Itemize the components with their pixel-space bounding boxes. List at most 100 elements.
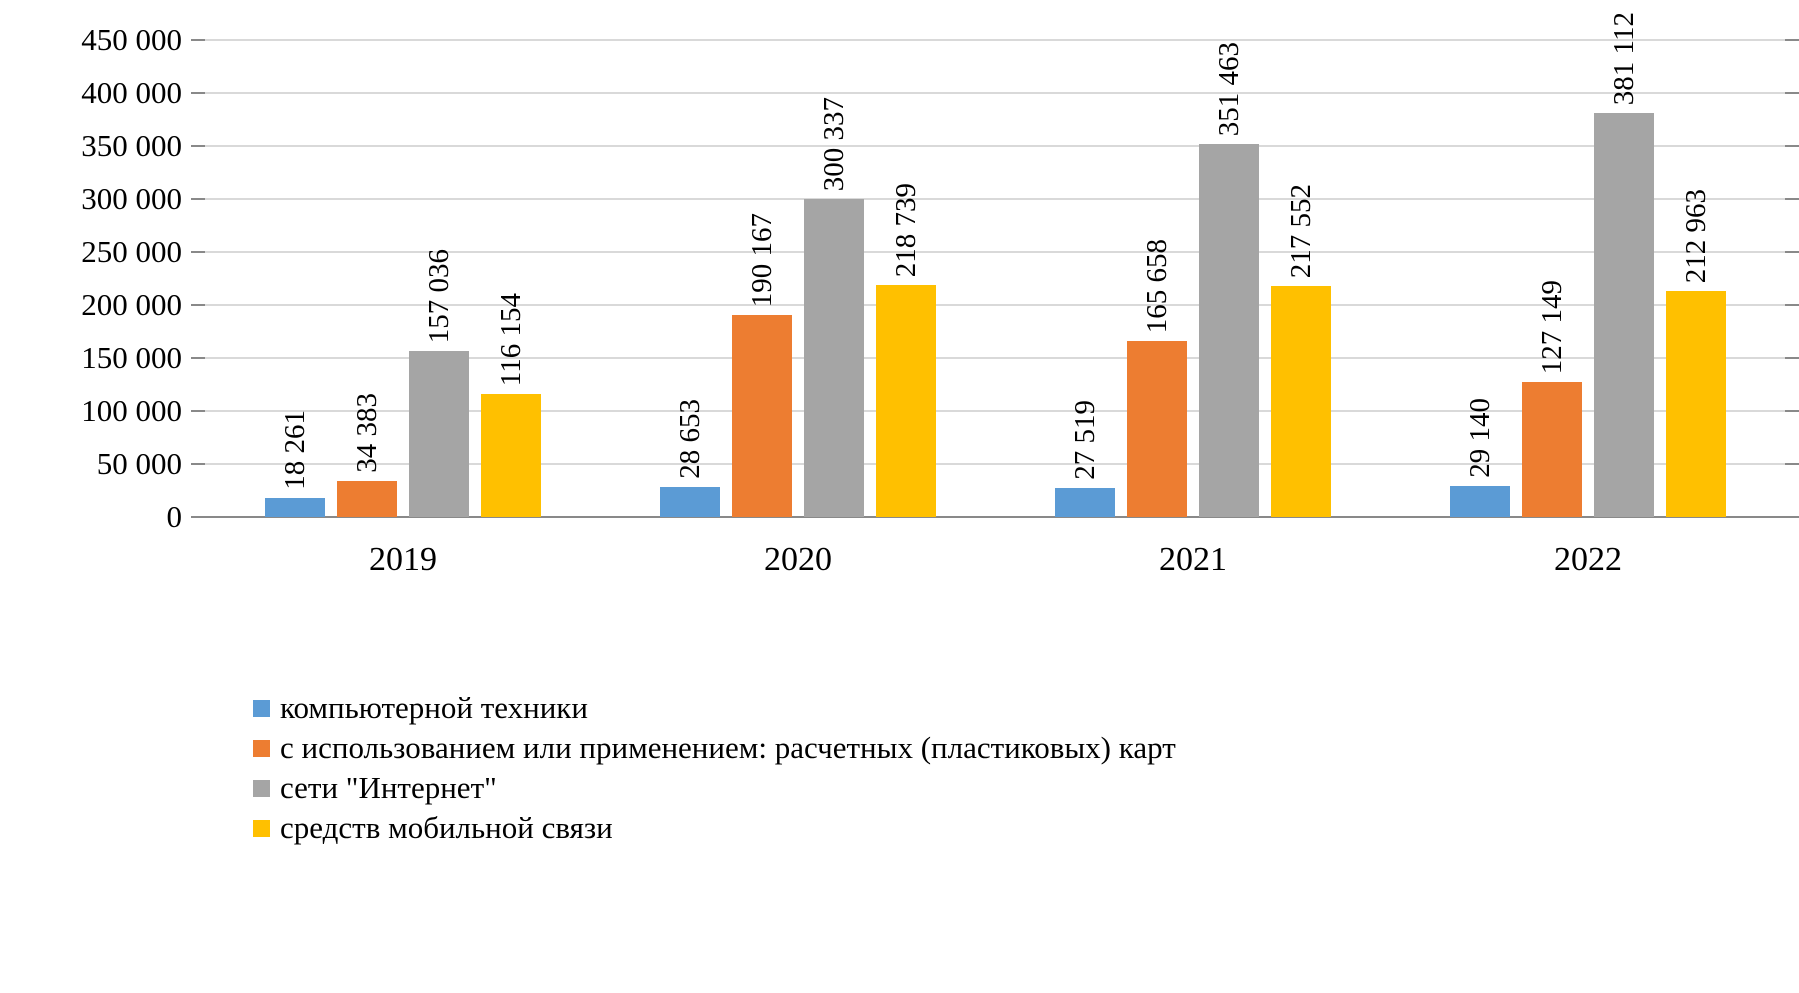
y-axis-tick [1785, 410, 1799, 412]
bar-value-label: 127 149 [1522, 280, 1582, 374]
x-axis-line [191, 516, 1799, 518]
y-axis-tick-label: 50 000 [96, 446, 182, 481]
bar-2021-series-0 [1055, 488, 1115, 517]
bar-value-label: 351 463 [1199, 42, 1259, 136]
y-axis-tick [191, 198, 205, 200]
bar-value-text: 351 463 [1213, 41, 1245, 136]
bar-2021-series-2 [1199, 144, 1259, 517]
y-axis-tick-label: 100 000 [81, 393, 182, 428]
bar-2020-series-1 [732, 315, 792, 517]
bar-2019-series-1 [337, 481, 397, 517]
bar-value-text: 218 739 [890, 182, 922, 277]
y-axis-tick-label: 400 000 [81, 75, 182, 110]
x-axis-category-label: 2019 [369, 541, 437, 578]
y-axis-tick [1785, 92, 1799, 94]
bar-2020-series-3 [876, 285, 936, 517]
y-axis-tick-label: 450 000 [81, 22, 182, 57]
x-axis-category-label: 2020 [764, 541, 832, 578]
bar-2021-series-3 [1271, 286, 1331, 517]
bar-value-label: 218 739 [876, 183, 936, 277]
legend-swatch-icon [253, 739, 270, 757]
bar-2019-series-2 [409, 351, 469, 517]
legend: компьютерной техники с использованием или… [253, 688, 1176, 848]
bar-value-label: 34 383 [337, 393, 397, 473]
bar-value-text: 28 653 [674, 399, 706, 479]
y-axis-tick [1785, 251, 1799, 253]
bar-value-label: 29 140 [1450, 398, 1510, 478]
y-axis-tick [191, 304, 205, 306]
bar-value-text: 190 167 [746, 212, 778, 307]
bar-2020-series-0 [660, 487, 720, 517]
bar-value-label: 157 036 [409, 249, 469, 343]
bar-value-text: 217 552 [1285, 183, 1317, 278]
legend-item-label: с использованием или применением: расчет… [280, 730, 1176, 765]
x-axis-category-label: 2022 [1554, 541, 1622, 578]
y-axis-tick-label: 350 000 [81, 128, 182, 163]
bar-2022-series-3 [1666, 291, 1726, 517]
gridline [205, 251, 1785, 253]
bar-value-label: 212 963 [1666, 189, 1726, 283]
bar-value-label: 116 154 [481, 293, 541, 386]
gridline [205, 304, 1785, 306]
gridline [205, 357, 1785, 359]
gridline [205, 92, 1785, 94]
bar-value-label: 300 337 [804, 97, 864, 191]
bar-2021-series-1 [1127, 341, 1187, 517]
gridline [205, 410, 1785, 412]
bar-2022-series-2 [1594, 113, 1654, 517]
legend-swatch-icon [253, 819, 270, 837]
y-axis-tick-label: 300 000 [81, 181, 182, 216]
bar-value-text: 18 261 [279, 410, 311, 490]
legend-swatch-icon [253, 699, 270, 717]
legend-swatch-icon [253, 779, 270, 797]
bar-value-text: 165 658 [1141, 238, 1173, 333]
y-axis-tick [191, 251, 205, 253]
y-axis-tick-label: 250 000 [81, 234, 182, 269]
legend-item-label: средств мобильной связи [280, 810, 613, 845]
y-axis-tick [191, 92, 205, 94]
bar-value-text: 34 383 [351, 393, 383, 473]
bar-value-label: 381 112 [1594, 12, 1654, 105]
bar-value-text: 212 963 [1680, 188, 1712, 283]
bar-value-text: 127 149 [1536, 279, 1568, 374]
y-axis-tick [1785, 145, 1799, 147]
bar-value-text: 157 036 [423, 248, 455, 343]
bar-value-label: 18 261 [265, 410, 325, 490]
y-axis-tick-label: 150 000 [81, 340, 182, 375]
y-axis-tick [1785, 198, 1799, 200]
legend-item-label: сети "Интернет" [280, 770, 497, 805]
y-axis-tick [191, 39, 205, 41]
y-axis-tick-label: 0 [166, 499, 183, 534]
legend-item-label: компьютерной техники [280, 690, 588, 725]
y-axis-tick [1785, 357, 1799, 359]
y-axis-tick [1785, 39, 1799, 41]
bar-value-label: 217 552 [1271, 184, 1331, 278]
legend-item: средств мобильной связи [253, 808, 1176, 848]
bar-value-label: 27 519 [1055, 400, 1115, 480]
bar-2020-series-2 [804, 199, 864, 517]
bar-value-label: 28 653 [660, 399, 720, 479]
bar-value-text: 27 519 [1069, 400, 1101, 480]
y-axis-tick [1785, 463, 1799, 465]
bar-value-text: 116 154 [495, 292, 527, 386]
bar-value-text: 300 337 [818, 96, 850, 191]
legend-item: компьютерной техники [253, 688, 1176, 728]
y-axis-tick [1785, 304, 1799, 306]
bar-value-label: 190 167 [732, 213, 792, 307]
y-axis-tick [191, 145, 205, 147]
bar-value-text: 29 140 [1464, 398, 1496, 478]
gridline [205, 463, 1785, 465]
gridline [205, 145, 1785, 147]
bar-value-text: 381 112 [1608, 11, 1640, 105]
x-axis-category-label: 2021 [1159, 541, 1227, 578]
bar-2019-series-0 [265, 498, 325, 517]
bar-value-label: 165 658 [1127, 239, 1187, 333]
bar-2022-series-1 [1522, 382, 1582, 517]
legend-item: с использованием или применением: расчет… [253, 728, 1176, 768]
gridline [205, 39, 1785, 41]
bar-2019-series-3 [481, 394, 541, 517]
y-axis-tick [191, 410, 205, 412]
legend-item: сети "Интернет" [253, 768, 1176, 808]
y-axis-tick [191, 463, 205, 465]
